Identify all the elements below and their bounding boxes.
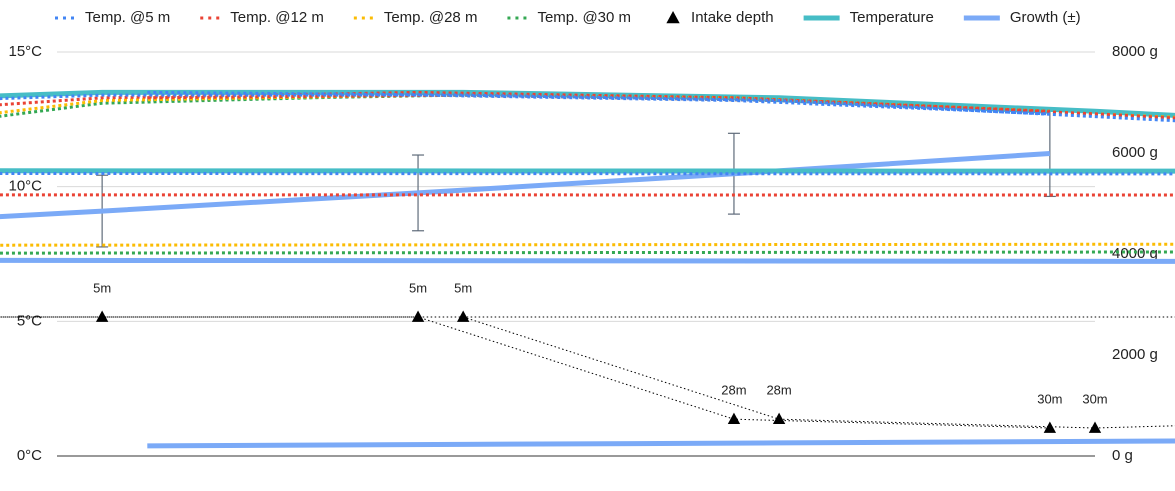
y-tick-label: 5°C bbox=[17, 312, 42, 329]
series-line bbox=[0, 151, 1175, 449]
legend-label: Temp. @5 m bbox=[85, 9, 170, 26]
marker bbox=[95, 310, 109, 322]
y2-tick-label: 6000 g bbox=[1112, 144, 1158, 161]
legend-item: Intake depth bbox=[666, 9, 774, 26]
legend-label: Temp. @30 m bbox=[537, 9, 631, 26]
data-label: 5m bbox=[409, 280, 427, 295]
legend-item: Temp. @12 m bbox=[200, 9, 324, 26]
y-tick-label: 10°C bbox=[8, 178, 42, 195]
y2-tick-label: 0 g bbox=[1112, 447, 1133, 464]
legend-item: Temperature bbox=[803, 9, 934, 26]
data-label: 5m bbox=[93, 280, 111, 295]
y2-tick-label: 8000 g bbox=[1112, 43, 1158, 60]
legend-item: Temp. @5 m bbox=[55, 9, 170, 26]
data-label: 30m bbox=[1082, 391, 1107, 406]
series-line bbox=[0, 90, 1175, 176]
marker bbox=[1088, 421, 1102, 433]
legend-label: Temp. @28 m bbox=[384, 9, 478, 26]
y-tick-label: 0°C bbox=[17, 447, 42, 464]
y2-tick-label: 2000 g bbox=[1112, 346, 1158, 363]
marker bbox=[727, 412, 741, 425]
series-line bbox=[0, 90, 1175, 197]
connector bbox=[0, 316, 1175, 429]
legend-label: Growth (±) bbox=[1010, 9, 1081, 26]
series-line bbox=[0, 89, 1175, 174]
data-label: 30m bbox=[1037, 391, 1062, 406]
data-label: 28m bbox=[721, 383, 746, 398]
legend-swatch bbox=[666, 11, 680, 24]
marker bbox=[1043, 421, 1057, 433]
legend-label: Temperature bbox=[850, 9, 934, 26]
marker bbox=[456, 310, 470, 322]
data-label: 5m bbox=[454, 280, 472, 295]
legend-item: Growth (±) bbox=[963, 9, 1081, 26]
y-tick-label: 15°C bbox=[8, 43, 42, 60]
marker bbox=[772, 412, 786, 425]
legend-label: Temp. @12 m bbox=[230, 9, 324, 26]
legend-label: Intake depth bbox=[691, 9, 774, 26]
marker bbox=[411, 310, 425, 322]
legend-item: Temp. @28 m bbox=[353, 9, 478, 26]
data-label: 28m bbox=[766, 383, 791, 398]
legend-item: Temp. @30 m bbox=[507, 9, 631, 26]
